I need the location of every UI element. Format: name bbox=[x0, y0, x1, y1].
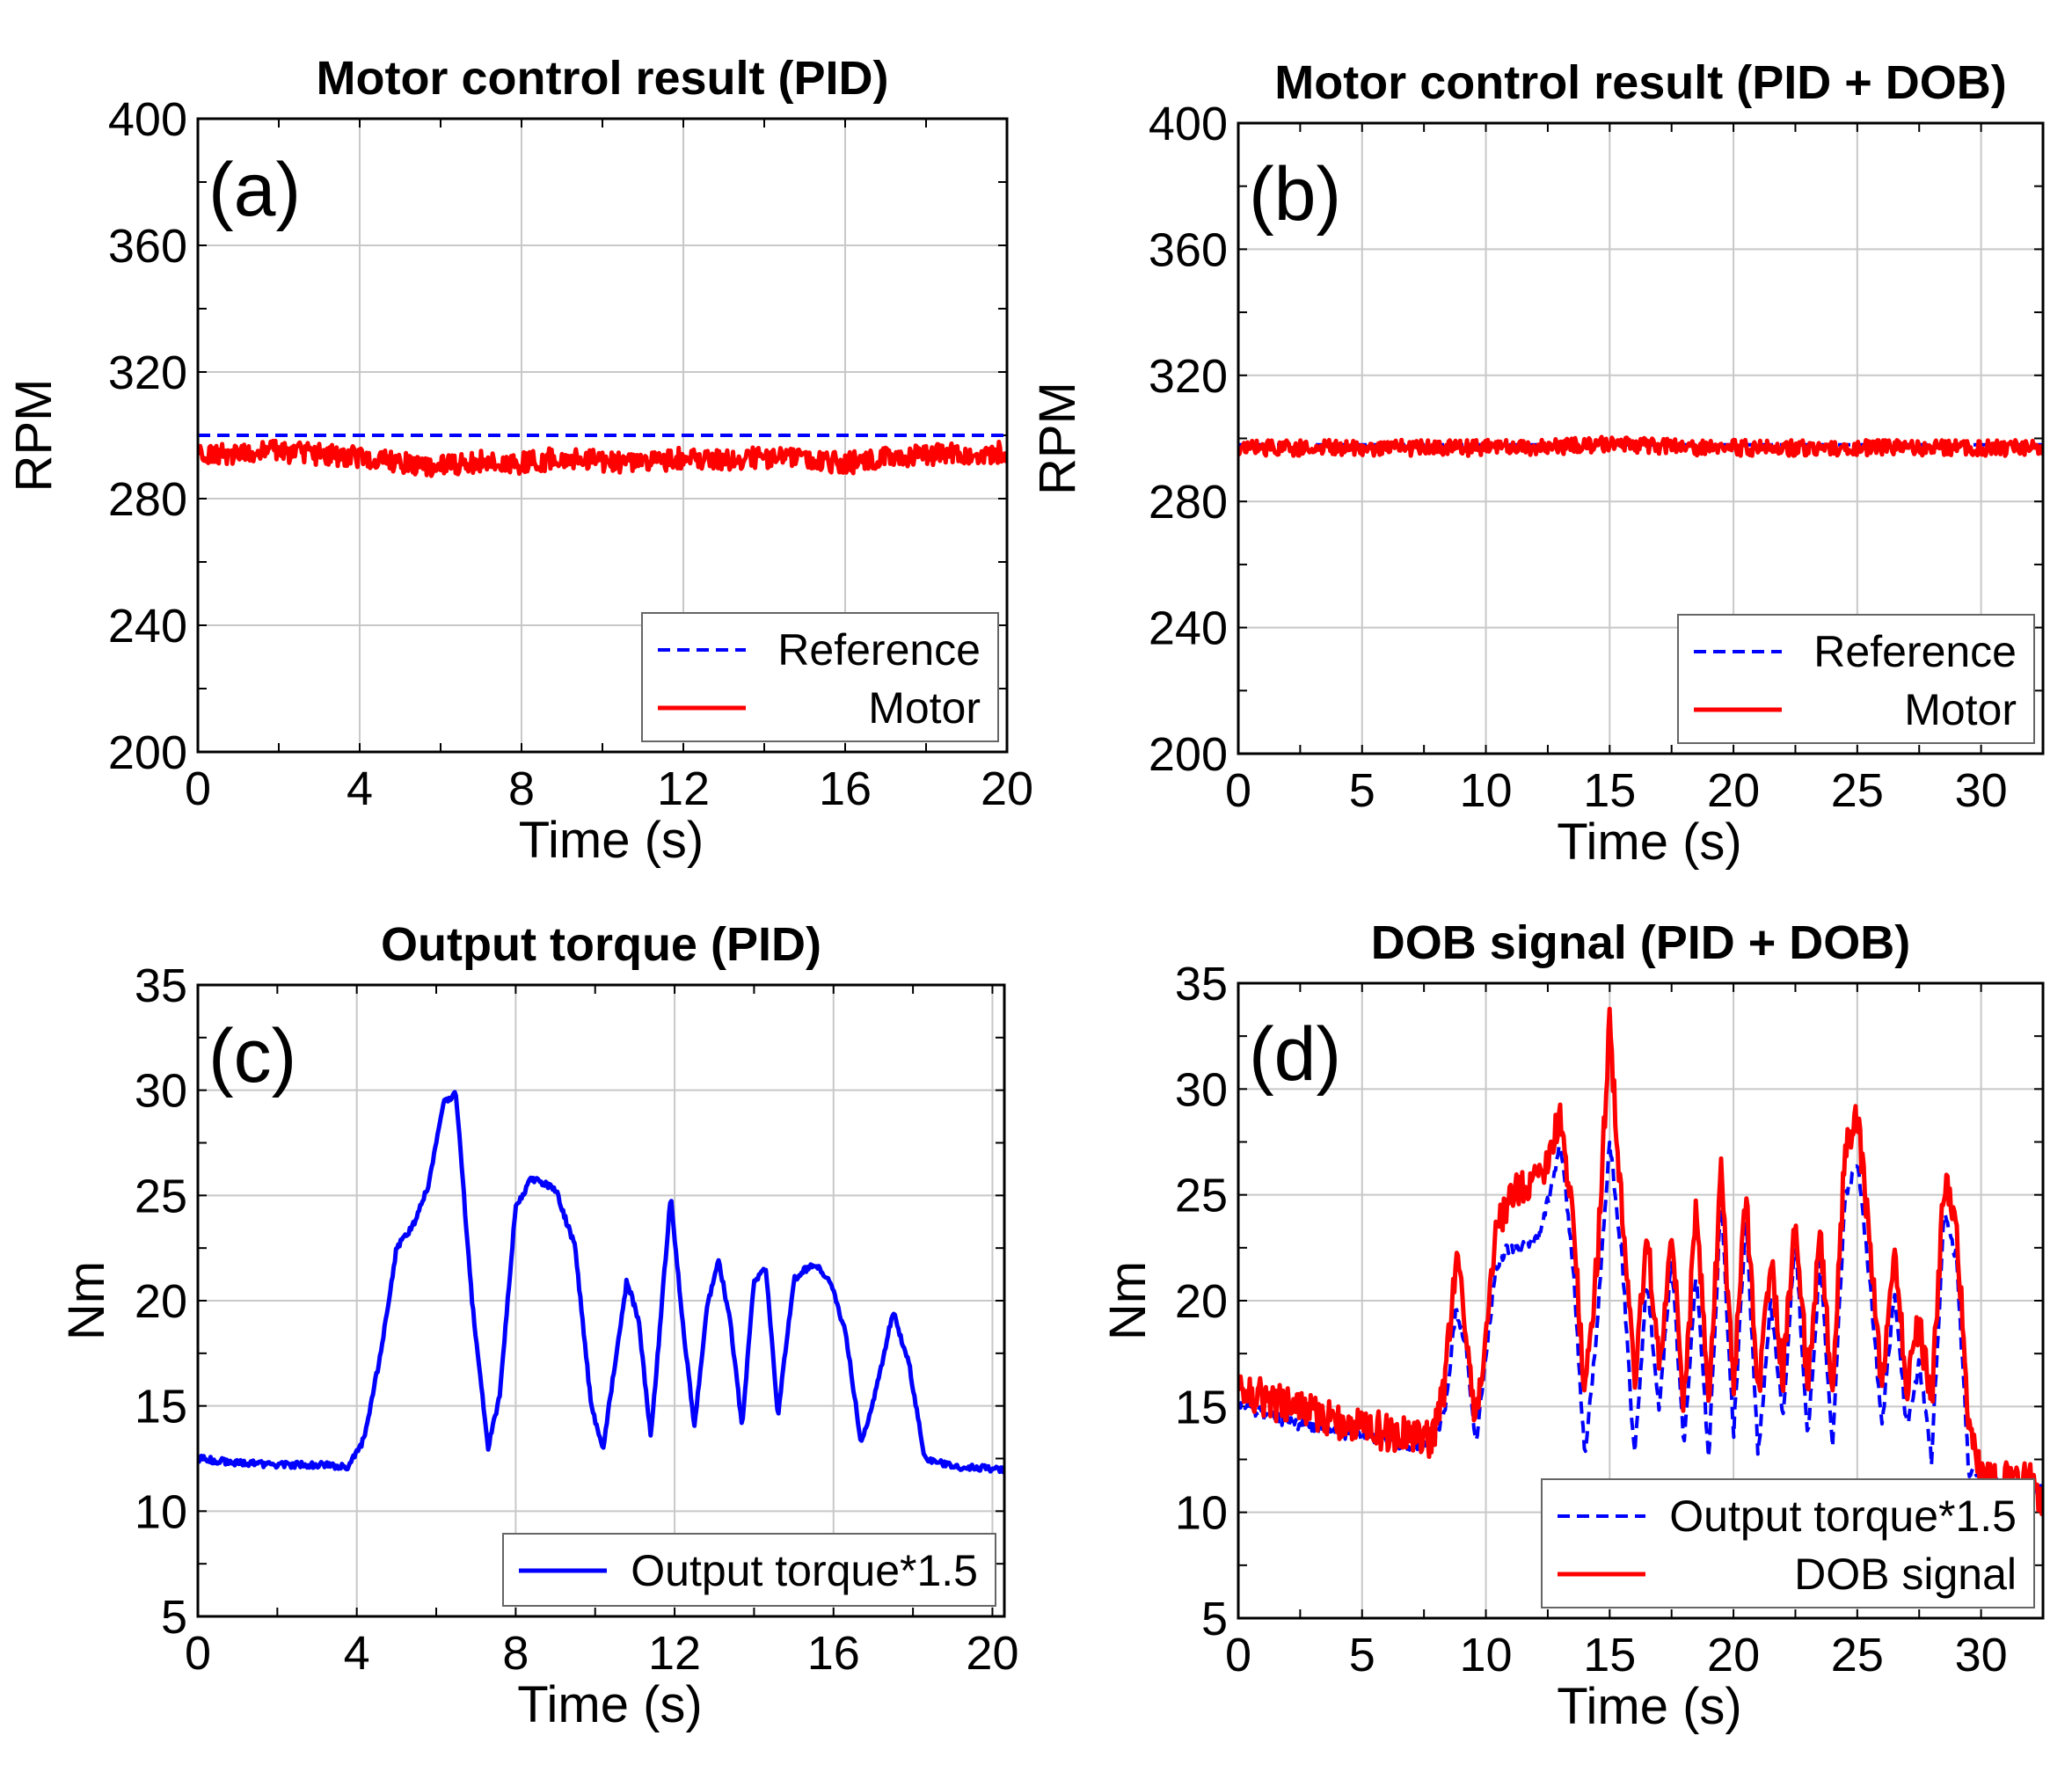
panel-label: (b) bbox=[1249, 152, 1341, 237]
y-axis-label: RPM bbox=[5, 379, 62, 492]
y-tick-label: 15 bbox=[135, 1381, 187, 1433]
x-tick-label: 4 bbox=[347, 762, 373, 815]
panel-2: 0 5 10 15 20 25 30 200 240 280 320 360 400 Motor cont… bbox=[1029, 56, 2045, 871]
y-tick-label: 280 bbox=[108, 473, 187, 526]
y-tick-label: 20 bbox=[1175, 1275, 1228, 1328]
y-tick-label: 320 bbox=[1149, 350, 1228, 403]
legend-box bbox=[1677, 614, 2035, 744]
x-tick-label: 25 bbox=[1831, 764, 1884, 817]
x-tick-label: 20 bbox=[981, 762, 1033, 815]
y-tick-label: 240 bbox=[1149, 602, 1228, 655]
y-tick-label: 200 bbox=[1149, 728, 1228, 781]
chart-title: Output torque (PID) bbox=[381, 918, 821, 971]
legend-entry: Output torque*1.5 bbox=[631, 1546, 978, 1595]
x-tick-label: 10 bbox=[1459, 1629, 1512, 1681]
legend: Reference Motor bbox=[1677, 614, 2035, 744]
x-tick-label: 10 bbox=[1459, 764, 1512, 817]
y-tick-label: 20 bbox=[135, 1275, 187, 1328]
x-axis-label: Time (s) bbox=[519, 812, 704, 869]
axes-frame bbox=[196, 983, 1006, 1618]
legend-entry: Reference bbox=[777, 625, 981, 675]
panel-3: 0 4 8 12 16 20 5 10 15 20 25 30 35 Output torque (PID… bbox=[58, 918, 1018, 1733]
y-tick-label: 35 bbox=[135, 959, 187, 1012]
x-axis-label: Time (s) bbox=[1557, 813, 1741, 871]
x-tick-label: 5 bbox=[1349, 1629, 1375, 1681]
y-tick-label: 320 bbox=[108, 346, 187, 399]
x-tick-label: 20 bbox=[1707, 764, 1760, 817]
plot-area bbox=[198, 1090, 1004, 1475]
legend-box bbox=[1541, 1478, 2035, 1608]
panel-label: (a) bbox=[208, 148, 301, 232]
x-tick-label: 0 bbox=[1225, 1629, 1251, 1681]
x-tick-label: 25 bbox=[1831, 1629, 1884, 1681]
plot-area bbox=[198, 434, 1007, 478]
y-axis-label: Nm bbox=[58, 1261, 115, 1340]
panel-label: (d) bbox=[1249, 1012, 1341, 1097]
axes-frame bbox=[1237, 121, 2045, 755]
x-tick-label: 15 bbox=[1583, 764, 1636, 817]
x-tick-label: 12 bbox=[648, 1627, 701, 1680]
y-tick-label: 35 bbox=[1175, 958, 1228, 1010]
y-tick-label: 30 bbox=[135, 1065, 187, 1118]
x-tick-label: 0 bbox=[1225, 764, 1251, 817]
legend: Output torque*1.5 bbox=[502, 1533, 996, 1607]
legend-entry: Reference bbox=[1813, 627, 2017, 676]
x-tick-label: 16 bbox=[807, 1627, 860, 1680]
panel-1: 0 4 8 12 16 20 200 240 280 320 360 400 Motor control… bbox=[5, 52, 1033, 869]
x-tick-label: 0 bbox=[185, 762, 211, 815]
series-line-dob-signal bbox=[1238, 1006, 2043, 1517]
plot-area bbox=[1238, 434, 2043, 458]
x-axis-label: Time (s) bbox=[1557, 1678, 1741, 1735]
chart-title: Motor control result (PID) bbox=[317, 52, 889, 105]
y-tick-label: 200 bbox=[108, 726, 187, 779]
y-tick-label: 280 bbox=[1149, 476, 1228, 529]
y-tick-label: 30 bbox=[1175, 1063, 1228, 1116]
x-tick-label: 30 bbox=[1955, 764, 2008, 817]
y-tick-label: 400 bbox=[108, 93, 187, 146]
chart-title: DOB signal (PID + DOB) bbox=[1371, 916, 1911, 969]
x-axis-label: Time (s) bbox=[517, 1676, 702, 1733]
y-tick-label: 360 bbox=[108, 220, 187, 273]
series-line-motor bbox=[198, 438, 1007, 478]
x-tick-label: 20 bbox=[966, 1627, 1018, 1680]
x-tick-label: 8 bbox=[508, 762, 535, 815]
y-tick-label: 5 bbox=[1201, 1593, 1228, 1645]
plot-area bbox=[1238, 1006, 2043, 1517]
y-tick-label: 25 bbox=[135, 1170, 187, 1222]
x-tick-label: 5 bbox=[1349, 764, 1375, 817]
legend-entry: Motor bbox=[1904, 685, 2017, 734]
series-line-output-torque-1-5 bbox=[198, 1090, 1004, 1475]
y-tick-label: 10 bbox=[1175, 1487, 1228, 1540]
x-tick-label: 12 bbox=[657, 762, 710, 815]
axes-frame bbox=[1237, 981, 2045, 1620]
x-tick-label: 4 bbox=[344, 1627, 370, 1680]
legend-entry: Output torque*1.5 bbox=[1669, 1492, 2017, 1541]
chart-title: Motor control result (PID + DOB) bbox=[1274, 56, 2007, 109]
y-tick-label: 25 bbox=[1175, 1170, 1228, 1222]
panel-label: (c) bbox=[208, 1014, 296, 1098]
x-tick-label: 20 bbox=[1707, 1629, 1760, 1681]
x-tick-label: 0 bbox=[185, 1627, 211, 1680]
legend-entry: Motor bbox=[868, 683, 981, 733]
x-tick-label: 16 bbox=[819, 762, 872, 815]
y-tick-label: 10 bbox=[135, 1485, 187, 1538]
y-tick-label: 400 bbox=[1149, 98, 1228, 150]
legend: Output torque*1.5 DOB signal bbox=[1541, 1478, 2035, 1608]
y-tick-label: 360 bbox=[1149, 223, 1228, 276]
x-tick-label: 8 bbox=[502, 1627, 529, 1680]
axes-frame bbox=[196, 117, 1009, 754]
y-tick-label: 240 bbox=[108, 600, 187, 653]
y-tick-label: 15 bbox=[1175, 1381, 1228, 1433]
x-tick-label: 15 bbox=[1583, 1629, 1636, 1681]
y-tick-label: 5 bbox=[161, 1591, 187, 1644]
y-axis-label: Nm bbox=[1099, 1261, 1156, 1340]
series-line-motor bbox=[1238, 434, 2043, 458]
x-tick-label: 30 bbox=[1955, 1629, 2008, 1681]
legend: Reference Motor bbox=[641, 612, 999, 742]
legend-box bbox=[641, 612, 999, 742]
y-axis-label: RPM bbox=[1029, 382, 1086, 495]
legend-entry: DOB signal bbox=[1794, 1550, 2017, 1599]
